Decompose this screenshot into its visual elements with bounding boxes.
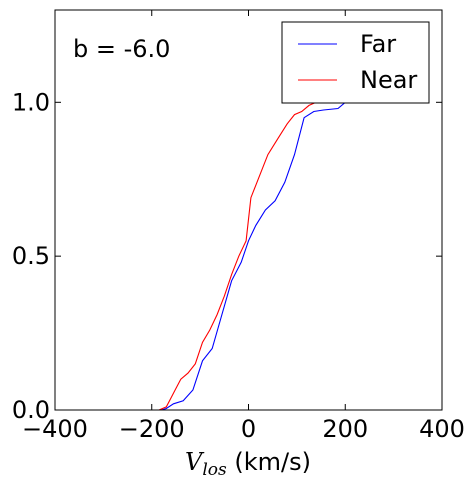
y-tick-label: 1.0 <box>12 88 50 116</box>
ticks-layer: −400 −200 0 200 400 0.0 0.5 1.0 <box>12 10 465 443</box>
x-axis-label: Vlos (km/s) <box>185 448 311 480</box>
plot-frame <box>54 9 443 411</box>
x-axis-label-sub: los <box>202 460 227 480</box>
legend-label-near: Near <box>360 66 417 94</box>
annotation-label: b = -6.0 <box>73 35 170 63</box>
x-tick-label: 400 <box>419 415 465 443</box>
x-tick-label: −200 <box>119 415 185 443</box>
series-layer <box>146 101 360 410</box>
legend-label-far: Far <box>360 30 396 58</box>
series-line-far <box>146 101 360 410</box>
series-line-near <box>146 101 336 410</box>
x-axis-label-unit: (km/s) <box>227 448 311 476</box>
y-tick-label: 0.5 <box>12 242 50 270</box>
legend-box <box>281 21 430 104</box>
x-tick-label: −400 <box>22 415 88 443</box>
x-axis-label-main: V <box>185 448 205 476</box>
x-tick-label: 0 <box>241 415 256 443</box>
y-tick-label: 0.0 <box>12 396 50 424</box>
legend: Far Near <box>281 21 430 104</box>
x-tick-label: 200 <box>322 415 368 443</box>
